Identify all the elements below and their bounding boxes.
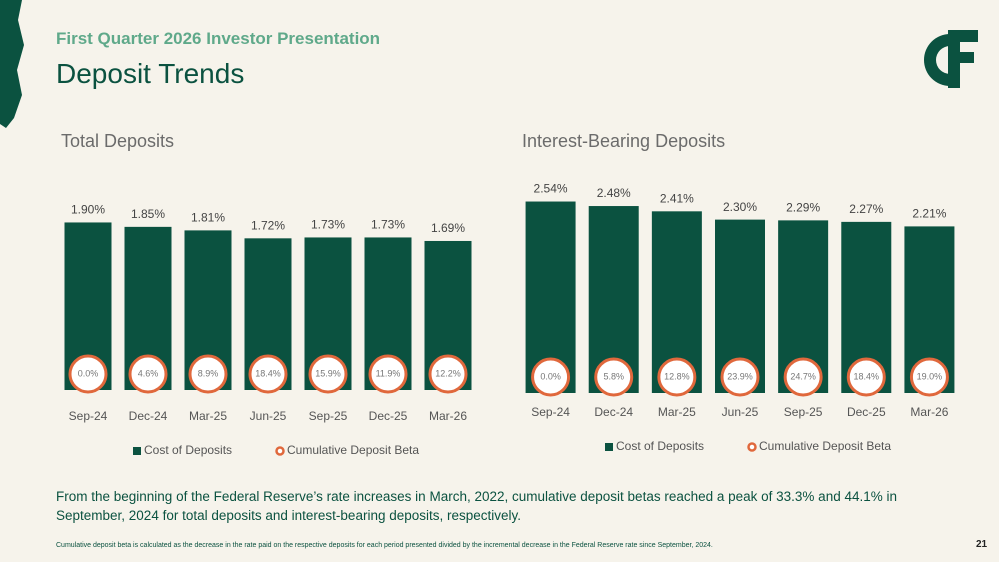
x-tick-label: Dec-24: [129, 409, 168, 423]
title: Deposit Trends: [56, 58, 245, 89]
beta-marker: [846, 357, 886, 397]
beta-label: 23.9%: [727, 371, 753, 381]
beta-marker: [531, 357, 571, 397]
bar-value-label: 2.29%: [786, 201, 820, 215]
beta-marker: [783, 357, 823, 397]
legend-swatch: [133, 447, 141, 455]
beta-marker: [657, 357, 697, 397]
beta-marker: [909, 357, 949, 397]
beta-label: 8.9%: [198, 368, 219, 378]
x-tick-label: Sep-24: [69, 409, 108, 423]
beta-label: 12.8%: [664, 371, 690, 381]
legend-label: Cumulative Deposit Beta: [759, 439, 891, 453]
bar-value-label: 2.54%: [534, 182, 568, 196]
beta-label: 18.4%: [854, 371, 880, 381]
legend-swatch: [605, 443, 613, 451]
x-tick-label: Dec-24: [594, 405, 633, 419]
beta-marker: [428, 354, 468, 394]
beta-label: 5.8%: [603, 371, 624, 381]
beta-label: 12.2%: [435, 368, 461, 378]
beta-label: 19.0%: [917, 371, 943, 381]
x-tick-label: Sep-25: [309, 409, 348, 423]
x-tick-label: Sep-24: [531, 405, 570, 419]
x-tick-label: Dec-25: [847, 405, 886, 419]
legend-label: Cumulative Deposit Beta: [287, 443, 419, 457]
legend-label: Cost of Deposits: [616, 439, 704, 453]
x-tick-label: Sep-25: [784, 405, 823, 419]
beta-marker: [248, 354, 288, 394]
beta-marker: [308, 354, 348, 394]
beta-label: 24.7%: [790, 371, 816, 381]
beta-label: 15.9%: [315, 368, 341, 378]
x-tick-label: Jun-25: [722, 405, 759, 419]
legend-label: Cost of Deposits: [144, 443, 232, 457]
x-tick-label: Mar-25: [189, 409, 227, 423]
bar-value-label: 2.21%: [912, 207, 946, 221]
bar-value-label: 1.90%: [71, 203, 105, 217]
beta-marker: [188, 354, 228, 394]
bar-value-label: 2.41%: [660, 191, 694, 205]
beta-label: 0.0%: [540, 371, 561, 381]
subtitle: First Quarter 2026 Investor Presentation: [56, 29, 381, 48]
bar-value-label: 1.73%: [371, 218, 405, 232]
chart-title: Total Deposits: [61, 131, 174, 151]
beta-marker: [128, 354, 168, 394]
x-tick-label: Jun-25: [250, 409, 287, 423]
beta-marker: [594, 357, 634, 397]
logo: [924, 30, 978, 88]
bar-value-label: 2.48%: [597, 186, 631, 200]
legend-swatch: [747, 442, 757, 452]
decor-strip: [0, 0, 24, 128]
summary: From the beginning of the Federal Reserv…: [56, 489, 897, 523]
beta-label: 4.6%: [138, 368, 159, 378]
x-tick-label: Mar-26: [910, 405, 948, 419]
bar-value-label: 2.30%: [723, 200, 757, 214]
x-tick-label: Mar-25: [658, 405, 696, 419]
bar-value-label: 1.85%: [131, 207, 165, 221]
beta-marker: [368, 354, 408, 394]
beta-label: 11.9%: [376, 368, 401, 378]
beta-label: 18.4%: [255, 368, 281, 378]
beta-marker: [720, 357, 760, 397]
legend-swatch: [275, 446, 285, 456]
bar-value-label: 2.27%: [849, 202, 883, 216]
chart-title: Interest-Bearing Deposits: [522, 131, 725, 151]
beta-marker: [68, 354, 108, 394]
page-number: 21: [976, 539, 988, 550]
bar-value-label: 1.69%: [431, 221, 465, 235]
bar-value-label: 1.81%: [191, 211, 225, 225]
bar-value-label: 1.73%: [311, 218, 345, 232]
footnote: Cumulative deposit beta is calculated as…: [56, 542, 713, 549]
bar-value-label: 1.72%: [251, 218, 285, 232]
x-tick-label: Mar-26: [429, 409, 467, 423]
beta-label: 0.0%: [78, 368, 99, 378]
x-tick-label: Dec-25: [369, 409, 408, 423]
